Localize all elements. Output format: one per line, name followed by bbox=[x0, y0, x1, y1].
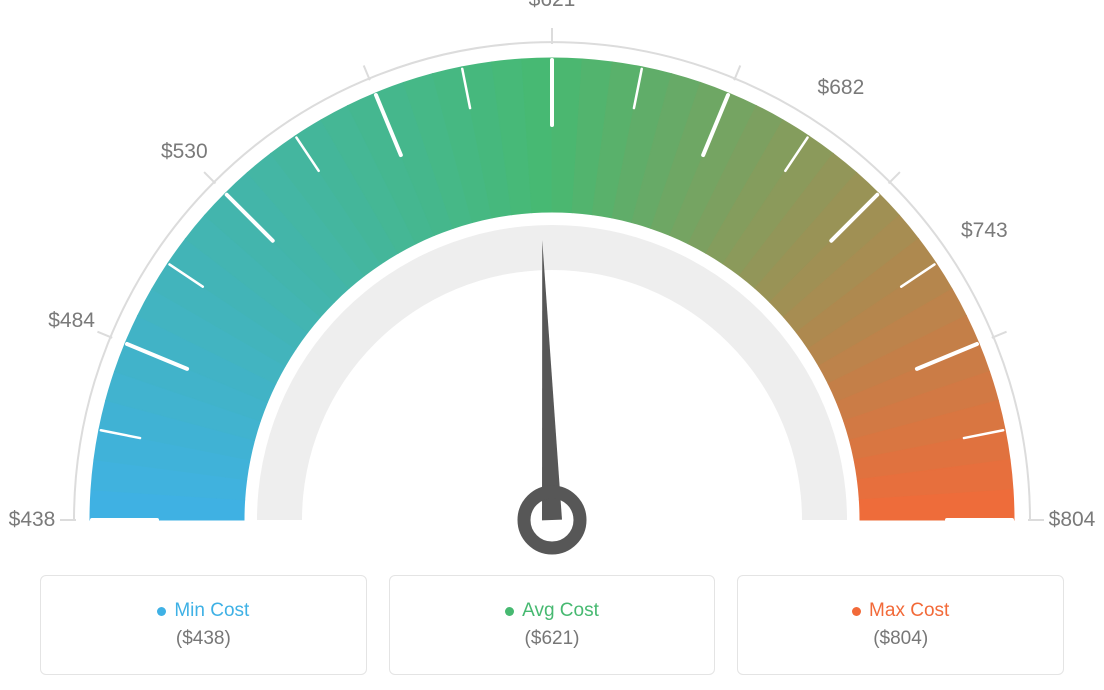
gauge-area: $438 $484 $530 $621 $682 $743 $804 bbox=[0, 0, 1104, 560]
gauge-tick-label: $484 bbox=[48, 309, 95, 333]
gauge-svg bbox=[0, 0, 1104, 560]
legend-max-dot bbox=[852, 607, 861, 616]
gauge-tick-label: $621 bbox=[529, 0, 576, 12]
legend-min-label: Min Cost bbox=[174, 600, 249, 622]
gauge-tick-label: $743 bbox=[961, 219, 1008, 243]
legend-max-value: ($804) bbox=[873, 628, 928, 650]
legend-min-value: ($438) bbox=[176, 628, 231, 650]
legend-max-label: Max Cost bbox=[869, 600, 949, 622]
legend-avg-label-row: Avg Cost bbox=[505, 600, 599, 622]
legend-max-label-row: Max Cost bbox=[852, 600, 949, 622]
legend-min-label-row: Min Cost bbox=[157, 600, 249, 622]
gauge-tick-label: $682 bbox=[818, 76, 865, 100]
legend-min-dot bbox=[157, 607, 166, 616]
legend-avg-value: ($621) bbox=[525, 628, 580, 650]
gauge-tick-label: $530 bbox=[161, 140, 208, 164]
legend-avg-label: Avg Cost bbox=[522, 600, 599, 622]
cost-gauge-chart: $438 $484 $530 $621 $682 $743 $804 Min Cost ($… bbox=[0, 0, 1104, 690]
legend-min-box: Min Cost ($438) bbox=[40, 575, 367, 675]
gauge-tick-label: $438 bbox=[9, 508, 56, 532]
legend-avg-dot bbox=[505, 607, 514, 616]
legend-avg-box: Avg Cost ($621) bbox=[389, 575, 716, 675]
legend-area: Min Cost ($438) Avg Cost ($621) Max Cost… bbox=[0, 575, 1104, 675]
legend-max-box: Max Cost ($804) bbox=[737, 575, 1064, 675]
gauge-tick-label: $804 bbox=[1049, 508, 1096, 532]
